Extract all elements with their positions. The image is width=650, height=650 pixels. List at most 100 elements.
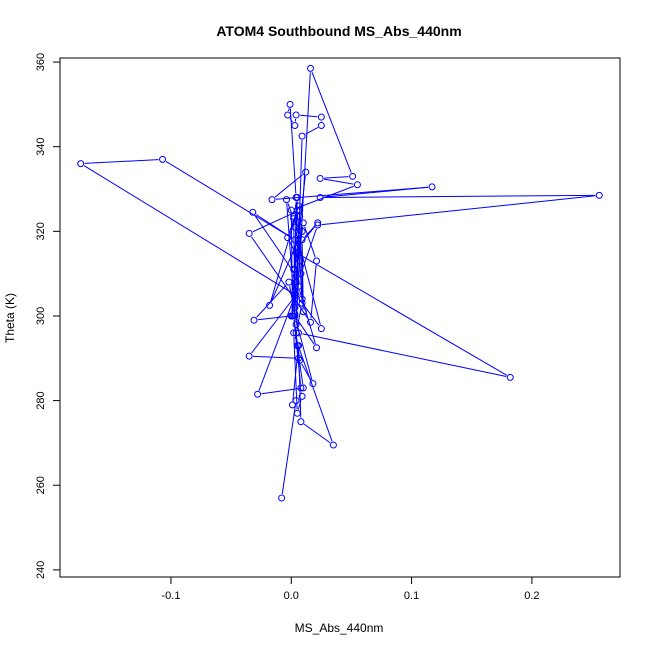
- data-point: [291, 223, 299, 231]
- data-point: [506, 373, 514, 381]
- x-axis: -0.1 0.0 0.1 0.2: [161, 577, 540, 602]
- series-segment: [304, 226, 316, 258]
- series-segment: [296, 318, 315, 345]
- series-segment: [289, 108, 297, 194]
- data-point: [294, 202, 302, 210]
- chart-title: ATOM4 Southbound MS_Abs_440nm: [216, 23, 461, 39]
- data-point: [316, 193, 324, 201]
- x-tick-label: 0.2: [524, 590, 539, 602]
- series-segment: [83, 165, 299, 298]
- data-point: [293, 409, 301, 417]
- data-point: [292, 193, 300, 201]
- data-point: [317, 122, 325, 130]
- data-point: [159, 155, 167, 163]
- data-point: [314, 221, 322, 229]
- x-tick-label: 0.1: [404, 590, 419, 602]
- series-segment: [301, 363, 312, 381]
- x-axis-label: MS_Abs_440nm: [295, 621, 384, 635]
- series-segment: [297, 400, 302, 410]
- y-tick-label: 340: [35, 138, 47, 156]
- data-point: [298, 132, 306, 140]
- data-point: [286, 100, 294, 108]
- data-point: [296, 206, 304, 214]
- data-point: [428, 183, 436, 191]
- data-point: [292, 397, 300, 405]
- y-tick-label: 300: [35, 307, 47, 325]
- data-point: [245, 229, 253, 237]
- data-point: [296, 257, 304, 265]
- series-segment: [302, 333, 507, 378]
- data-point: [278, 494, 286, 502]
- y-tick-label: 360: [35, 53, 47, 71]
- data-point: [285, 278, 293, 286]
- data-point: [317, 113, 325, 121]
- series-segment: [301, 228, 317, 271]
- data-point: [291, 122, 299, 130]
- series-segment: [310, 264, 317, 319]
- series-segment: [295, 72, 311, 321]
- data-point: [299, 308, 307, 316]
- series-segment: [281, 404, 296, 495]
- series-segment: [305, 127, 319, 135]
- series-segment: [261, 387, 300, 395]
- data-point: [307, 318, 315, 326]
- data-point: [298, 227, 306, 235]
- data-point: [287, 206, 295, 214]
- data-point: [298, 392, 306, 400]
- series-segment: [274, 174, 303, 198]
- data-point: [288, 312, 296, 320]
- data-point: [298, 299, 306, 307]
- series-segment: [311, 71, 352, 173]
- series-segment: [324, 178, 354, 185]
- series-segment: [293, 220, 296, 304]
- series-segment: [324, 194, 596, 198]
- data-point: [297, 384, 305, 392]
- data-point: [298, 236, 306, 244]
- series-segment: [258, 289, 298, 391]
- data-point: [349, 172, 357, 180]
- data-point: [284, 111, 292, 119]
- data-point: [302, 168, 310, 176]
- data-point: [294, 329, 302, 337]
- data-point: [313, 257, 321, 265]
- data-point: [299, 219, 307, 227]
- series-segment: [304, 225, 316, 238]
- series-segment: [324, 176, 349, 179]
- data-point: [282, 196, 290, 204]
- x-tick-label: -0.1: [161, 590, 180, 602]
- series-segment: [252, 211, 297, 233]
- data-point: [298, 295, 306, 303]
- series-segment: [321, 195, 596, 226]
- data-point: [293, 244, 301, 252]
- series-segment: [298, 297, 320, 326]
- data-point: [293, 342, 301, 350]
- y-tick-label: 280: [35, 391, 47, 409]
- x-tick-label: 0.0: [284, 590, 299, 602]
- series-segment: [290, 214, 293, 312]
- series-segment: [257, 315, 288, 321]
- series-segment: [165, 161, 292, 239]
- y-tick-label: 320: [35, 222, 47, 240]
- data-point: [290, 213, 298, 221]
- series-segment: [251, 297, 295, 354]
- data-point: [316, 174, 324, 182]
- data-point: [297, 270, 305, 278]
- series-segment: [300, 114, 318, 118]
- data-point: [292, 291, 300, 299]
- data-point: [268, 196, 276, 204]
- series-layer: [77, 64, 603, 502]
- data-point: [297, 418, 305, 426]
- data-point: [292, 329, 300, 337]
- data-point: [329, 441, 337, 449]
- series-segment: [294, 336, 333, 442]
- series-segment: [303, 423, 331, 444]
- y-tick-label: 260: [35, 476, 47, 494]
- y-tick-label: 240: [35, 561, 47, 579]
- data-point: [353, 181, 361, 189]
- data-point: [291, 304, 299, 312]
- data-point: [288, 401, 296, 409]
- data-point: [294, 354, 302, 362]
- data-point: [254, 390, 262, 398]
- data-point: [292, 111, 300, 119]
- series-segment: [251, 236, 309, 320]
